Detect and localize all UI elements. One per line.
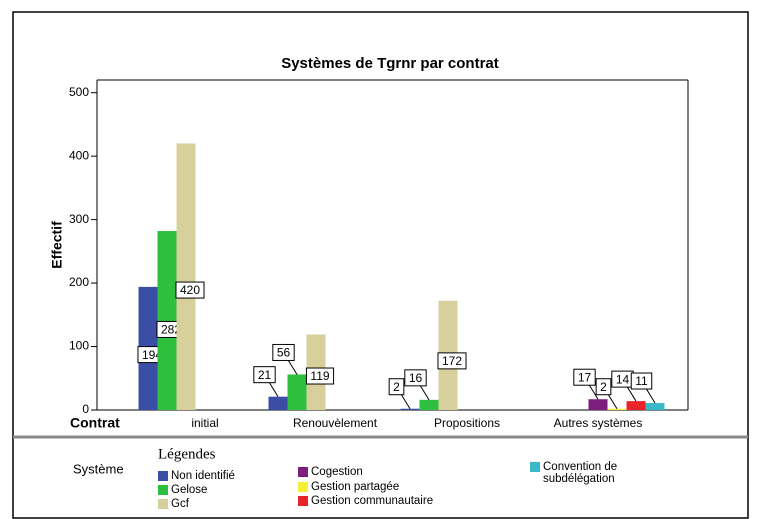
value-label-box <box>437 352 467 370</box>
bar <box>287 374 307 410</box>
legend-text: Gelose <box>171 484 208 496</box>
value-label: 2 <box>600 380 607 394</box>
legend-item: Non identifié <box>158 470 235 482</box>
value-label: 282 <box>161 323 181 337</box>
legend-item: Gestion partagée <box>298 481 399 493</box>
bar <box>268 396 288 410</box>
legend-item: Gestion communautaire <box>298 495 433 507</box>
chart-title: Systèmes de Tgrnr par contrat <box>281 55 499 72</box>
y-tick-label: 0 <box>82 402 89 416</box>
value-label-box <box>630 372 653 390</box>
value-label-box <box>253 366 276 384</box>
legend-swatch <box>298 482 308 492</box>
y-tick-label: 100 <box>69 339 89 353</box>
value-label: 17 <box>578 370 592 384</box>
legend-swatch <box>530 462 540 472</box>
legend-text: Non identifié <box>171 470 235 482</box>
value-label-box <box>388 378 405 396</box>
legend-swatch <box>298 467 308 477</box>
bar <box>419 399 439 410</box>
y-tick-label: 300 <box>69 212 89 226</box>
y-tick-label: 200 <box>69 275 89 289</box>
legend-text: Gestion partagée <box>311 481 400 493</box>
bar <box>157 231 177 410</box>
bar <box>626 401 646 410</box>
value-label: 194 <box>142 348 162 362</box>
value-label: 14 <box>616 372 630 386</box>
x-tick-label: initial <box>191 416 218 430</box>
value-label: 420 <box>180 283 200 297</box>
value-label: 119 <box>310 369 329 383</box>
y-tick-label: 400 <box>69 148 89 162</box>
legend-swatch <box>158 499 168 509</box>
x-tick-label: Autres systèmes <box>554 416 643 430</box>
bar <box>588 399 608 410</box>
legend-swatch <box>158 471 168 481</box>
legend-text: Gcf <box>171 498 189 510</box>
legend-item: Gcf <box>158 498 189 510</box>
chart-border <box>12 11 749 519</box>
x-axis-label: Contrat <box>70 415 120 431</box>
legend-text: Cogestion <box>311 466 363 478</box>
bar <box>607 408 627 410</box>
value-label: 172 <box>442 354 462 368</box>
value-label-box <box>175 281 205 299</box>
bar <box>176 143 196 410</box>
legend-item: Cogestion <box>298 466 363 478</box>
value-label: 11 <box>635 374 648 388</box>
x-tick-label: Renouvèlement <box>293 416 378 430</box>
value-label: 21 <box>258 368 272 382</box>
legend-item: Gelose <box>158 484 207 496</box>
value-label-box <box>272 343 295 361</box>
legend-item: Convention de subdélégation <box>530 461 650 485</box>
legend-swatch <box>298 496 308 506</box>
legend-swatch <box>158 485 168 495</box>
legend-text: Convention de subdélégation <box>543 461 618 485</box>
value-label: 56 <box>277 346 291 360</box>
value-label-box <box>305 367 335 385</box>
y-tick-label: 500 <box>69 85 89 99</box>
legend-label: Système <box>73 461 124 476</box>
value-label-box <box>573 368 596 386</box>
legend-text: Gestion communautaire <box>311 495 434 507</box>
bar <box>645 403 665 410</box>
value-label: 2 <box>393 380 400 394</box>
value-label-box <box>404 369 427 387</box>
value-label: 16 <box>409 371 423 385</box>
legend-title: Légendes <box>158 446 216 462</box>
bar <box>400 408 420 410</box>
x-tick-label: Propositions <box>434 416 500 430</box>
y-axis-label: Effectif <box>49 221 65 269</box>
value-label-box <box>595 378 612 396</box>
